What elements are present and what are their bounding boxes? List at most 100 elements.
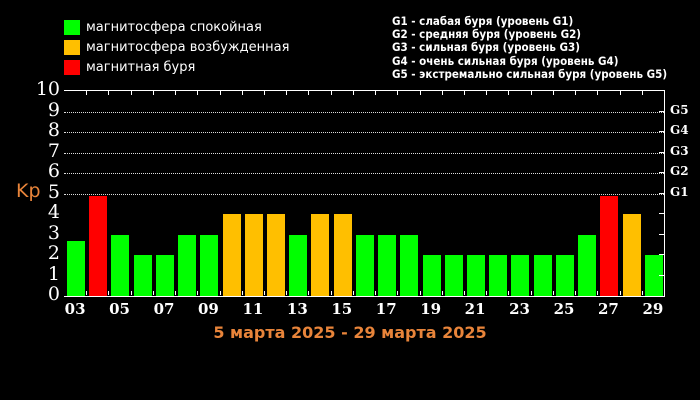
top-tick: [641, 91, 643, 95]
y-tick-label: 2: [47, 242, 60, 264]
bottom-tick: [264, 291, 265, 295]
top-tick: [330, 91, 332, 95]
y-tick-label: 3: [47, 221, 60, 244]
gridline: [64, 111, 664, 113]
bottom-tick: [197, 291, 199, 295]
legend-item-quiet: магнитосфера спокойная: [64, 17, 289, 37]
bottom-tick: [619, 291, 621, 295]
y-tick-label: 10: [35, 78, 60, 100]
bar-day-03: [67, 240, 85, 296]
bottom-tick: [486, 291, 488, 295]
right-tick: [659, 274, 664, 276]
x-tick-label: 05: [109, 300, 130, 318]
x-tick-label: 07: [153, 300, 175, 318]
status-legend: магнитосфера спокойная магнитосфера возб…: [64, 17, 289, 77]
bar-day-18: [400, 234, 419, 296]
top-tick: [152, 91, 154, 95]
y-tick-label: 0: [47, 283, 60, 305]
bar-day-16: [355, 234, 374, 296]
bar-day-10: [222, 214, 241, 296]
gridline: [64, 152, 664, 154]
bottom-tick: [530, 291, 532, 295]
bar-day-13: [289, 234, 308, 296]
bottom-tick: [552, 291, 554, 295]
bottom-tick: [130, 291, 132, 295]
bar-day-23: [511, 255, 530, 296]
top-tick: [241, 91, 243, 95]
top-tick: [464, 91, 465, 95]
gridline: [64, 193, 664, 195]
bottom-tick: [508, 291, 510, 295]
y-tick-label: 8: [47, 119, 60, 141]
bar-day-09: [200, 234, 219, 296]
top-tick: [441, 91, 443, 95]
x-tick-label: 09: [198, 300, 219, 318]
x-tick-label: 13: [286, 300, 308, 318]
bar-day-24: [533, 255, 552, 296]
top-tick: [397, 91, 399, 95]
gridline: [64, 132, 664, 133]
x-tick-label: 29: [642, 300, 664, 318]
top-tick: [130, 91, 132, 95]
date-range: 5 марта 2025 - 29 марта 2025: [213, 323, 487, 342]
right-tick: [659, 233, 664, 235]
right-tick: [659, 131, 664, 132]
legend-label: магнитосфера спокойная: [86, 19, 262, 35]
bar-day-27: [600, 195, 619, 296]
x-tick-label: 19: [420, 300, 442, 318]
y-tick-label: 1: [47, 262, 60, 285]
right-tick: [659, 151, 664, 153]
top-tick: [375, 91, 377, 95]
right-tick: [659, 172, 664, 173]
top-tick: [219, 91, 221, 95]
x-tick-label: 27: [598, 300, 619, 318]
x-tick-label: 17: [375, 300, 397, 318]
x-tick-label: 15: [331, 300, 353, 318]
top-tick: [352, 91, 354, 95]
bottom-tick: [286, 291, 288, 295]
x-tick-label: 25: [553, 300, 575, 318]
bar-day-19: [422, 255, 441, 296]
bottom-tick: [241, 291, 243, 295]
top-tick: [508, 91, 510, 95]
bottom-tick: [152, 291, 154, 295]
bottom-tick: [441, 291, 443, 295]
x-tick-label: 11: [242, 300, 264, 318]
top-tick: [197, 91, 199, 95]
y-tick-label: 9: [47, 98, 60, 121]
legend-item-active: магнитосфера возбужденная: [64, 37, 289, 57]
top-tick: [264, 91, 265, 95]
bottom-tick: [597, 291, 599, 295]
right-tick: [659, 192, 664, 194]
right-tick: [659, 213, 664, 214]
top-tick: [108, 91, 110, 95]
g-level-label: G3: [670, 143, 689, 158]
top-tick: [552, 91, 554, 95]
bottom-tick: [352, 291, 354, 295]
bottom-tick: [575, 291, 577, 295]
g-scale-legend: G1 - слабая буря (уровень G1) G2 - средн…: [392, 14, 667, 81]
top-tick: [486, 91, 488, 95]
bar-day-20: [444, 255, 463, 296]
top-tick: [597, 91, 599, 95]
bottom-tick: [375, 291, 377, 295]
top-tick: [86, 91, 88, 95]
y-tick-label: 7: [47, 139, 60, 162]
bar-day-29: [644, 255, 663, 296]
bar-day-15: [333, 214, 352, 296]
legend-item-storm: магнитная буря: [64, 57, 289, 77]
bar-day-06: [133, 255, 152, 296]
bottom-tick: [108, 291, 110, 295]
legend-label: магнитосфера возбужденная: [86, 39, 290, 55]
g-legend-line: G3 - сильная буря (уровень G3): [392, 40, 580, 55]
x-tick-label: 21: [464, 300, 486, 318]
bottom-tick: [86, 291, 88, 295]
top-tick: [575, 91, 577, 95]
g-level-label: G5: [670, 102, 689, 117]
right-tick: [659, 110, 664, 112]
legend-swatch-storm: [64, 59, 80, 75]
y-tick-label: 6: [47, 160, 60, 182]
bottom-tick: [419, 291, 421, 295]
g-legend-line: G1 - слабая буря (уровень G1): [392, 14, 574, 28]
bar-day-28: [622, 214, 641, 296]
